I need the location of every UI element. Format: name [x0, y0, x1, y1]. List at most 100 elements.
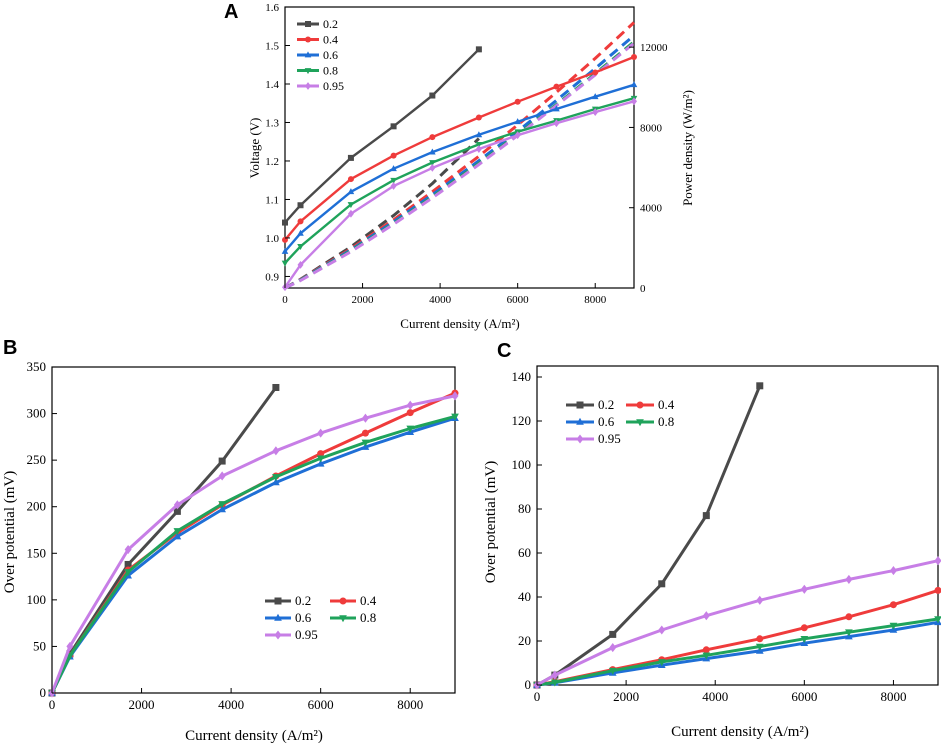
- data-point-0_2: [272, 383, 280, 391]
- data-point-0_95: [800, 584, 808, 594]
- y-tick-label: 1.1: [265, 194, 279, 206]
- data-point-0_4: [317, 450, 325, 458]
- y-tick-label: 1.6: [265, 2, 279, 14]
- data-point-0_2: [702, 512, 710, 520]
- chart-a-plot-frame: [284, 6, 635, 289]
- y-tick-label: 100: [27, 592, 47, 607]
- legend-marker-0_2: [274, 597, 282, 605]
- chart-a: 0 2000 4000 6000 8000 0.9 1.0 1.1 1.2 1.3 1.4 1.5 1.…: [247, 2, 695, 331]
- data-point-0_6: [429, 148, 436, 155]
- series-line-0_8: [50, 414, 456, 694]
- data-point-0_95: [702, 611, 710, 621]
- data-point-0_95: [429, 164, 436, 172]
- data-point-0_95: [551, 670, 559, 680]
- legend-label-0_6: 0.6: [598, 414, 615, 429]
- chart-a-xlabel: Current density (A/m²): [400, 316, 519, 331]
- y-tick-label: 300: [27, 406, 47, 421]
- data-point-0_6: [514, 118, 521, 125]
- series-line-0_4: [284, 55, 635, 241]
- power-line-0_4: [284, 21, 636, 290]
- y-tick-label: 200: [27, 499, 47, 514]
- data-point-0_4: [347, 176, 354, 183]
- x-tick-label: 2000: [352, 294, 375, 306]
- y-tick-label: 100: [512, 457, 532, 472]
- data-point-0_4: [390, 152, 397, 159]
- data-point-0_8: [475, 142, 483, 149]
- data-point-0_8: [550, 679, 559, 687]
- y2-tick-label: 0: [640, 283, 646, 295]
- data-point-0_8: [272, 474, 280, 482]
- legend-label-0_2: 0.2: [598, 397, 614, 412]
- chart-c-xlabel: Current density (A/m²): [671, 724, 809, 740]
- data-point-0_4: [934, 586, 941, 594]
- data-point-0_8: [390, 177, 397, 184]
- series-line-0_2: [284, 48, 480, 224]
- y2-tick-label: 8000: [640, 122, 663, 134]
- data-point-0_8: [281, 260, 289, 267]
- data-point-0_6: [553, 105, 560, 112]
- data-point-0_2: [347, 154, 354, 161]
- data-point-0_4: [592, 69, 599, 76]
- data-point-0_6: [316, 459, 325, 467]
- data-point-0_8: [173, 528, 182, 536]
- legend-label-0_95: 0.95: [598, 431, 621, 446]
- data-point-0_95: [390, 182, 397, 190]
- x-tick-label: 6000: [791, 689, 817, 704]
- y-tick-label: 1.4: [265, 79, 279, 91]
- legend-marker-0_95: [274, 630, 282, 640]
- data-point-0_8: [608, 667, 617, 675]
- data-point-0_6: [281, 247, 289, 254]
- data-point-0_95: [66, 641, 74, 651]
- data-point-0_2: [124, 560, 132, 568]
- x-tick-label: 4000: [429, 294, 452, 306]
- y-tick-label: 0.9: [265, 271, 279, 283]
- data-point-0_8: [845, 629, 853, 637]
- data-point-0_95: [756, 595, 764, 605]
- series-line-0_8: [284, 97, 635, 264]
- data-point-0_8: [657, 659, 666, 667]
- x-tick-label: 8000: [584, 294, 607, 306]
- data-point-0_6: [173, 532, 182, 540]
- series-line-0_95: [284, 100, 635, 288]
- data-point-0_95: [889, 566, 897, 576]
- y2-tick-label: 12000: [640, 42, 668, 54]
- data-point-0_95: [317, 428, 325, 438]
- chart-c-plot-frame: [536, 365, 939, 686]
- data-point-0_95: [658, 625, 666, 635]
- legend-marker-0_8: [636, 419, 644, 427]
- data-point-0_95: [173, 500, 181, 510]
- legend-label-0_8: 0.8: [323, 64, 338, 78]
- x-tick-label: 2000: [613, 689, 639, 704]
- legend-label-0_95: 0.95: [295, 627, 318, 642]
- chart-b-legend: 0.2 0.4 0.6 0.8 0.95: [265, 593, 377, 642]
- data-point-0_2: [390, 123, 397, 130]
- data-point-0_6: [297, 229, 304, 236]
- x-tick-label: 4000: [218, 697, 244, 712]
- data-point-0_2: [609, 630, 617, 638]
- series-line-0_4: [536, 588, 939, 687]
- x-tick-label: 6000: [507, 294, 530, 306]
- x-tick-label: 2000: [129, 697, 155, 712]
- chart-c-legend: 0.2 0.4 0.6 0.8 0.95: [566, 397, 675, 446]
- data-point-0_4: [553, 83, 560, 90]
- legend-label-0_8: 0.8: [360, 610, 376, 625]
- data-point-0_2: [173, 507, 181, 515]
- legend-marker-0_6: [304, 51, 312, 58]
- legend-label-0_6: 0.6: [295, 610, 312, 625]
- data-point-0_4: [475, 114, 482, 121]
- x-tick-label: 4000: [702, 689, 728, 704]
- data-point-0_95: [451, 391, 459, 401]
- chart-a-legend: 0.2 0.40.6 0.80.95: [297, 17, 344, 93]
- series-line-0_6: [284, 83, 635, 253]
- data-point-0_4: [514, 98, 521, 105]
- legend-marker-0_95: [305, 82, 311, 90]
- data-point-0_8: [361, 439, 370, 447]
- chart-a-y2label: Power density (W/m²): [680, 90, 695, 206]
- series-line-0_95: [50, 394, 456, 694]
- data-point-0_95: [272, 446, 280, 456]
- legend-marker-0_95: [576, 434, 584, 444]
- legend-label-0_6: 0.6: [323, 48, 338, 62]
- y-tick-label: 60: [518, 545, 531, 560]
- chart-c: 0 2000 4000 6000 8000 0 20 40 60 80 100 120 140 Over…: [483, 365, 941, 740]
